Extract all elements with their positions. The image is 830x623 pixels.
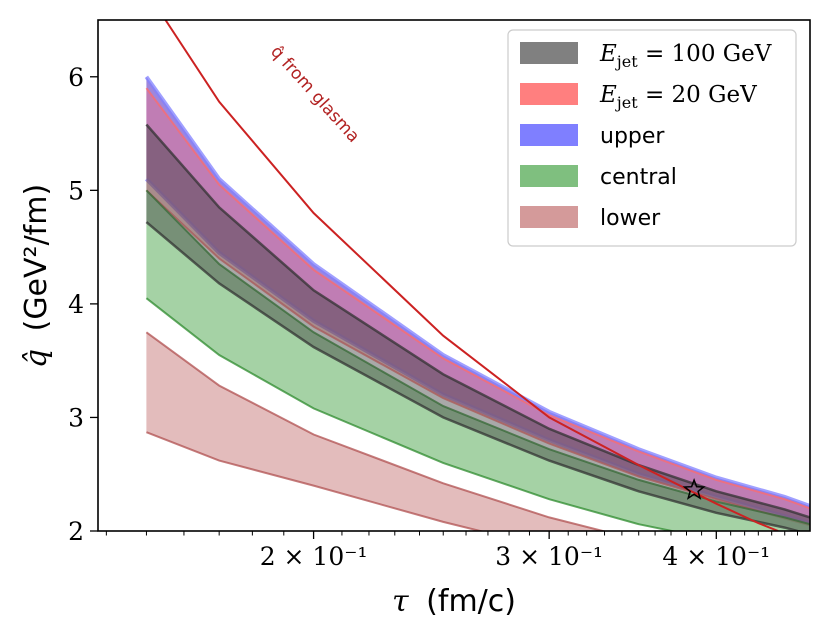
band-upper_100-lower-edge	[144, 177, 810, 526]
star-marker	[682, 477, 706, 500]
band-lower_20	[146, 332, 603, 531]
legend-label-sub: jet	[615, 93, 638, 112]
band-e100_band-upper-edge	[145, 123, 810, 519]
legend-swatch	[520, 124, 578, 146]
legend-label: Ejet = 100 GeV	[599, 41, 772, 71]
legend-label-sub: jet	[615, 52, 638, 71]
legend-label: lower	[600, 206, 661, 231]
band-upper_100-upper-edge	[144, 75, 810, 508]
y-tick-label: 3	[68, 403, 84, 432]
legend-label: upper	[600, 124, 665, 149]
x-axis-unit: (fm/c)	[426, 584, 516, 619]
band-central_20-lower-edge	[145, 297, 677, 531]
glasma-annotation: q̂ from glasma	[266, 42, 363, 147]
band-lower_20-upper-edge	[145, 331, 607, 531]
x-tick-label: 3 × 10⁻¹	[495, 542, 603, 571]
band-central_20	[146, 190, 810, 531]
band-lower_20-lower-edge	[146, 431, 485, 531]
legend-label: central	[600, 165, 677, 190]
y-tick-label: 5	[68, 176, 84, 205]
legend-label-rest: = 100 GeV	[638, 41, 772, 67]
x-axis-label: τ (fm/c)	[392, 584, 516, 619]
glasma-curve	[164, 20, 779, 531]
legend-frame	[507, 29, 797, 247]
band-central_20-upper-edge	[145, 189, 810, 526]
legend-swatch	[520, 42, 578, 64]
legend-label-var: E	[599, 41, 617, 67]
x-axis-symbol: τ	[392, 584, 409, 619]
y-axis-symbol: q̂	[19, 349, 54, 368]
y-tick-label: 6	[68, 63, 84, 92]
legend-label-var: E	[599, 82, 617, 108]
band-upper_20-upper-edge	[145, 87, 810, 510]
legend-label: Ejet = 20 GeV	[599, 82, 757, 112]
legend-swatch	[520, 206, 578, 228]
y-tick-label: 4	[68, 290, 84, 319]
band-e100_band-lower-edge	[145, 221, 803, 531]
x-tick-label: 2 × 10⁻¹	[260, 542, 368, 571]
legend-label-rest: = 20 GeV	[638, 82, 757, 108]
y-axis-unit: (GeV²/fm)	[19, 184, 54, 332]
legend-swatch	[520, 165, 578, 187]
plot-frame	[97, 19, 811, 532]
y-axis-label: q̂ (GeV²/fm)	[19, 184, 54, 368]
legend-swatch	[520, 83, 578, 105]
y-tick-label: 2	[68, 517, 84, 546]
x-tick-label: 4 × 10⁻¹	[662, 542, 770, 571]
